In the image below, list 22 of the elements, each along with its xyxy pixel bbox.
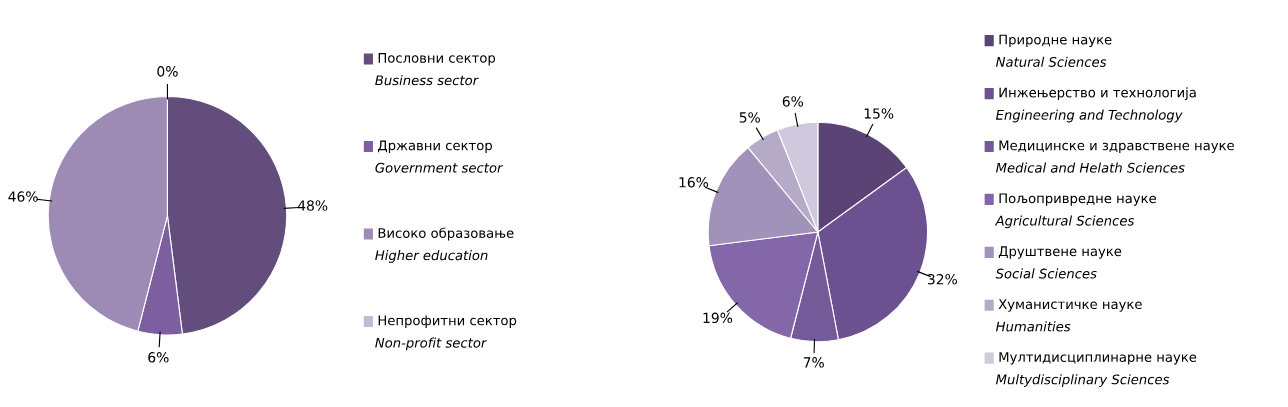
legend-label: Пољопривредне науке Agricultural Sciences (994, 193, 1156, 229)
data-label: 7% (803, 357, 824, 368)
legend-label: Непрофитни сектор Non-profit sector (375, 315, 517, 351)
legend-label: Медицинске и здравствене науке Medical and Helath Sciences (995, 140, 1234, 173)
text: 0% (157, 66, 178, 77)
legend-label: Пословни сектор Business sector (375, 53, 496, 86)
data-label: 32% (927, 273, 958, 285)
data-label: 6% (148, 352, 169, 363)
data-label: 5% (739, 112, 760, 123)
legend-label: Инжењерство и технологија Engineering and Technology (995, 87, 1196, 123)
data-label: 16% (679, 177, 709, 188)
legend-label: Хуманистичке науке Humanities (995, 299, 1142, 332)
legend-label: Државни сектор Government sector (375, 140, 504, 173)
legend-label: Друштвене науке Social Sciences (995, 246, 1122, 279)
data-label: 46% (8, 191, 38, 202)
legend-label: Мултидисциплинарне науке Multydisciplinary Sciences (995, 352, 1197, 387)
data-label: 48% (297, 200, 328, 211)
data-label: 19% (703, 312, 733, 324)
data-label: 15% (864, 108, 894, 119)
legend-label: Природне науке Natural Sciences (995, 34, 1112, 67)
legend-label: Високо образовање Higher education (375, 227, 514, 263)
data-label: 6% (782, 96, 804, 107)
